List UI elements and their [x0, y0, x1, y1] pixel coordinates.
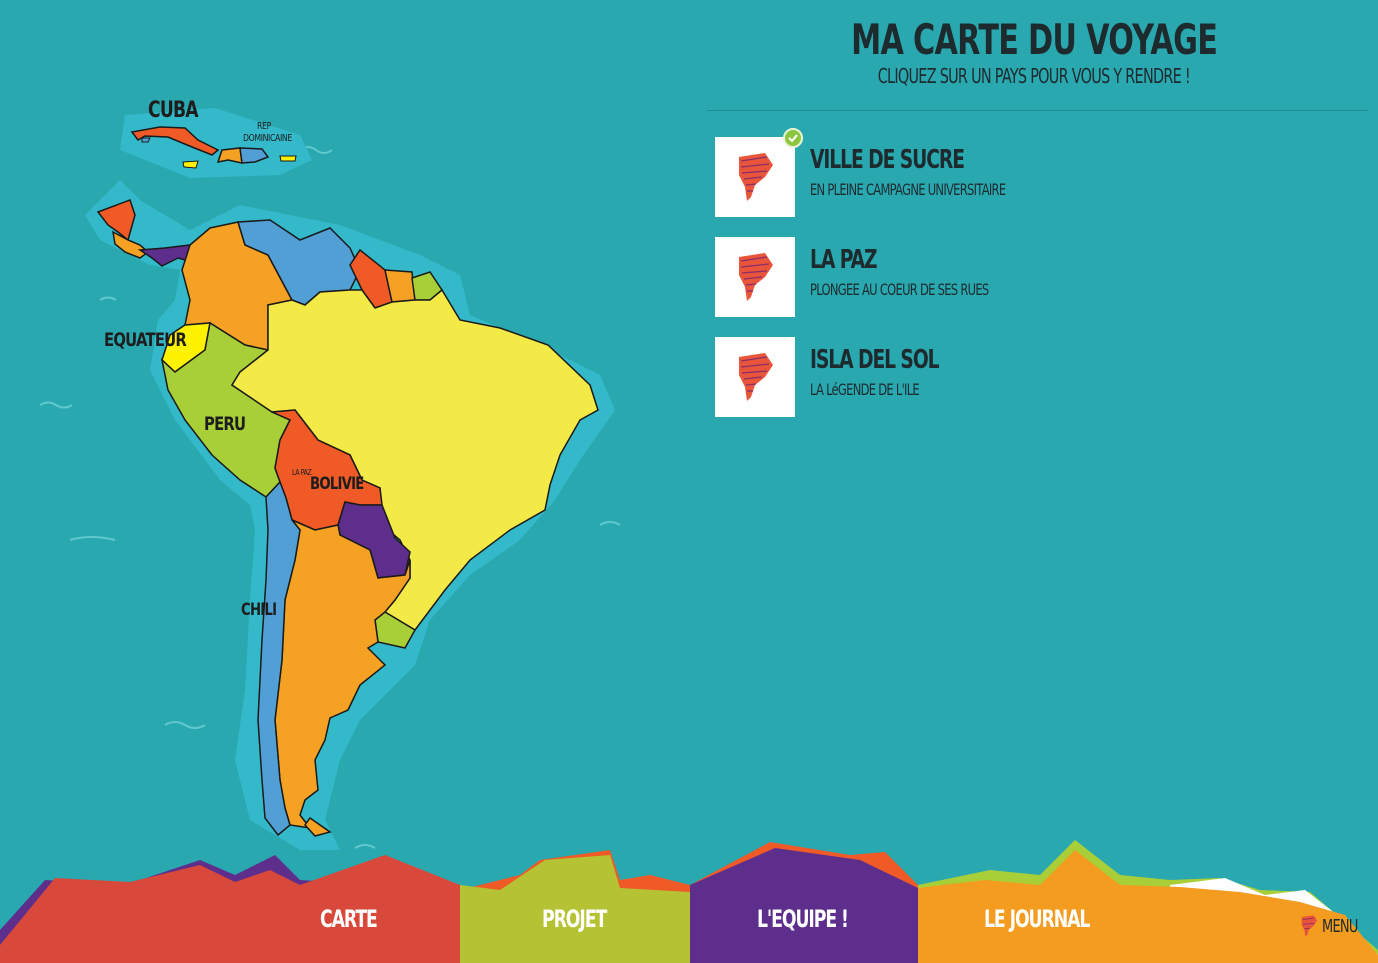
- label-la-paz-city: LA PAZ: [292, 468, 312, 477]
- south-america-logo-icon: [739, 353, 773, 401]
- trip-subtitle: LA LéGENDE DE L'ILE: [810, 380, 920, 399]
- trip-title: LA PAZ: [810, 245, 878, 275]
- trip-thumbnail[interactable]: [715, 237, 795, 317]
- trip-item-ville-de-sucre[interactable]: VILLE DE SUCRE EN PLEINE CAMPAGNE UNIVER…: [715, 128, 1335, 217]
- island-small: [141, 137, 151, 143]
- trip-title: VILLE DE SUCRE: [810, 145, 965, 175]
- visited-check-icon: [783, 128, 803, 148]
- menu-label: MENU: [1322, 915, 1358, 937]
- trip-subtitle: EN PLEINE CAMPAGNE UNIVERSITAIRE: [810, 180, 1006, 199]
- country-dominican-republic[interactable]: [239, 147, 270, 164]
- nav-projet[interactable]: PROJET: [542, 905, 607, 933]
- island-puerto-rico: [279, 155, 297, 162]
- island-jamaica: [182, 160, 199, 169]
- tierra-del-fuego: [304, 816, 332, 837]
- trip-item-isla-del-sol[interactable]: ISLA DEL SOL LA LéGENDE DE L'ILE: [715, 337, 1335, 417]
- nav-carte[interactable]: CARTE: [320, 905, 378, 933]
- label-bolivie: BOLIVIE: [310, 474, 364, 494]
- page-subtitle: CLIQUEZ SUR UN PAYS POUR VOUS Y RENDRE !: [877, 64, 1191, 88]
- header-divider: [707, 110, 1368, 111]
- label-chili: CHILI: [241, 600, 277, 620]
- south-america-map: [39, 108, 621, 850]
- trip-item-la-paz[interactable]: LA PAZ PLONGEE AU COEUR DE SES RUES: [715, 237, 1335, 317]
- trip-thumbnail[interactable]: [715, 137, 795, 217]
- page-header: MA CARTE DU VOYAGE CLIQUEZ SUR UN PAYS P…: [700, 14, 1368, 90]
- south-america-logo-icon: [1301, 915, 1318, 937]
- nav-equipe[interactable]: L'EQUIPE !: [757, 905, 849, 933]
- nav-bg-equipe: [690, 848, 918, 963]
- page-title: MA CARTE DU VOYAGE: [851, 15, 1218, 64]
- south-america-logo-icon: [739, 153, 773, 201]
- country-cuba[interactable]: [130, 126, 220, 156]
- label-cuba: CUBA: [148, 98, 199, 123]
- footer-mountains: [0, 840, 1378, 963]
- trip-subtitle: PLONGEE AU COEUR DE SES RUES: [810, 280, 989, 299]
- country-chile[interactable]: [257, 480, 301, 837]
- country-central-america: [112, 230, 150, 259]
- nav-journal[interactable]: LE JOURNAL: [984, 905, 1090, 933]
- trip-title: ISLA DEL SOL: [810, 345, 940, 375]
- label-rep-dominicaine-line2: DOMINICAINE: [243, 133, 292, 144]
- south-america-logo-icon: [739, 253, 773, 301]
- label-rep-dominicaine-line1: REP: [257, 121, 271, 132]
- nav-bg-journal: [918, 850, 1378, 963]
- nav-bg-carte: [0, 855, 460, 963]
- nav-bg-projet: [460, 855, 690, 963]
- label-equateur: EQUATEUR: [104, 329, 187, 351]
- label-peru: PERU: [204, 413, 246, 435]
- trip-thumbnail[interactable]: [715, 337, 795, 417]
- country-haiti[interactable]: [216, 147, 243, 164]
- menu-button[interactable]: MENU: [1300, 914, 1372, 938]
